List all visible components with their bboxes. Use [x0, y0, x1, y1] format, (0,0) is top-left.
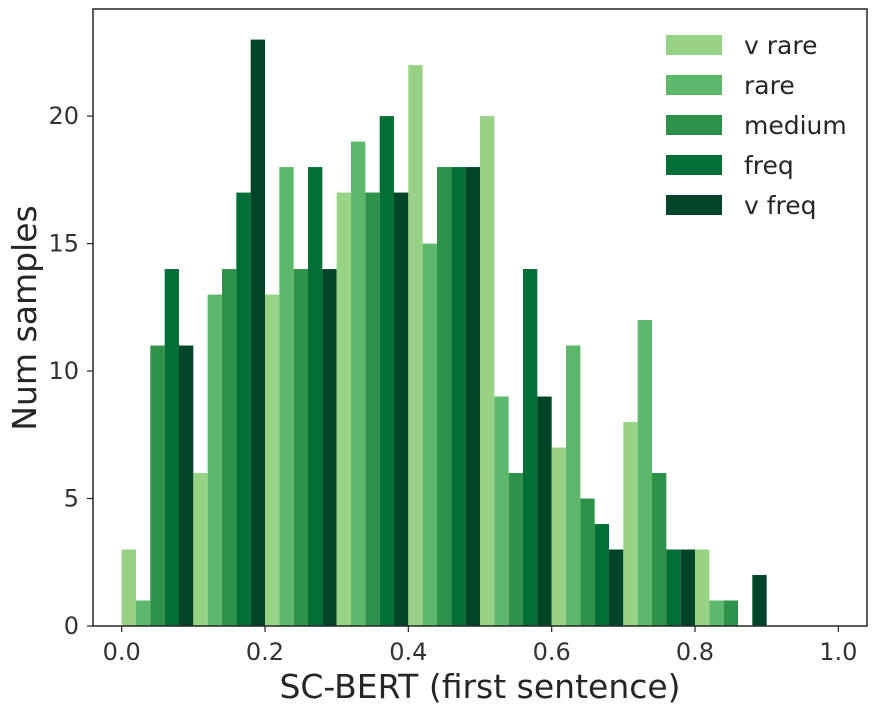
bar-v-rare-bin-3	[336, 192, 351, 626]
y-tick-label: 20	[48, 102, 79, 130]
bar-rare-bin-6	[566, 345, 581, 626]
bar-v-freq-bin-2	[322, 269, 337, 626]
bar-rare-bin-2	[279, 167, 294, 626]
legend-swatch-v-freq	[666, 195, 722, 215]
y-tick-label: 10	[48, 357, 79, 385]
x-tick-label: 1.0	[819, 638, 857, 666]
bar-v-rare-bin-1	[193, 473, 208, 626]
x-tick-label: 0.0	[103, 638, 141, 666]
bar-v-rare-bin-7	[623, 422, 638, 626]
bar-rare-bin-3	[351, 141, 366, 626]
bar-v-freq-bin-1	[250, 39, 265, 627]
legend-label-medium: medium	[744, 111, 847, 140]
x-tick-label: 0.4	[389, 638, 427, 666]
legend-swatch-medium	[666, 115, 722, 135]
bar-medium-bin-4	[437, 167, 452, 626]
bar-medium-bin-5	[508, 473, 523, 626]
bar-v-rare-bin-4	[408, 65, 423, 627]
bar-medium-bin-8	[723, 600, 738, 626]
legend-label-v-rare: v rare	[744, 31, 817, 60]
bar-v-freq-bin-0	[179, 345, 194, 626]
x-tick-label: 0.2	[246, 638, 284, 666]
y-axis: 0 5 10 15 20	[48, 102, 93, 640]
bar-v-rare-bin-8	[695, 549, 710, 626]
bar-rare-bin-8	[709, 600, 724, 626]
bar-v-freq-bin-7	[680, 549, 695, 626]
x-axis-title: SC-BERT (first sentence)	[279, 667, 680, 706]
bar-rare-bin-5	[494, 396, 509, 626]
bar-freq-bin-1	[236, 192, 251, 626]
legend-label-v-freq: v freq	[744, 191, 817, 220]
bar-v-rare-bin-0	[121, 549, 136, 626]
bar-rare-bin-7	[637, 320, 652, 626]
bar-medium-bin-1	[222, 269, 237, 626]
y-axis-title: Num samples	[5, 205, 44, 430]
bar-v-freq-bin-8	[752, 575, 767, 626]
y-tick-label: 15	[48, 230, 79, 258]
bar-freq-bin-5	[523, 269, 538, 626]
plot-frame	[92, 8, 868, 627]
legend: v rare rare medium freq v freq	[666, 31, 847, 220]
bar-v-freq-bin-5	[537, 396, 552, 626]
bars	[121, 39, 767, 627]
legend-swatch-v-rare	[666, 35, 722, 55]
x-axis: 0.0 0.2 0.4 0.6 0.8 1.0	[103, 626, 857, 666]
bar-freq-bin-4	[451, 167, 466, 626]
legend-swatch-freq	[666, 155, 722, 175]
bar-v-rare-bin-2	[265, 294, 280, 626]
x-tick-label: 0.6	[533, 638, 571, 666]
bar-rare-bin-0	[136, 600, 151, 626]
bar-rare-bin-1	[207, 294, 222, 626]
y-tick-label: 5	[64, 485, 79, 513]
bar-v-rare-bin-6	[551, 447, 566, 626]
legend-label-rare: rare	[744, 71, 795, 100]
bar-medium-bin-0	[150, 345, 165, 626]
bar-freq-bin-7	[666, 549, 681, 626]
bar-freq-bin-0	[164, 269, 179, 626]
bar-medium-bin-7	[652, 473, 667, 626]
bar-v-rare-bin-5	[480, 116, 495, 626]
bar-v-freq-bin-6	[609, 549, 624, 626]
legend-swatch-rare	[666, 75, 722, 95]
bar-medium-bin-3	[365, 192, 380, 626]
bar-medium-bin-6	[580, 498, 595, 626]
bar-freq-bin-6	[594, 524, 609, 626]
y-tick-label: 0	[64, 612, 79, 640]
bar-freq-bin-2	[308, 167, 323, 626]
bar-freq-bin-3	[379, 116, 394, 626]
bar-rare-bin-4	[422, 243, 437, 626]
bar-medium-bin-2	[293, 269, 308, 626]
bar-v-freq-bin-4	[465, 167, 480, 626]
x-tick-label: 0.8	[676, 638, 714, 666]
legend-label-freq: freq	[744, 151, 794, 180]
bar-v-freq-bin-3	[394, 192, 409, 626]
